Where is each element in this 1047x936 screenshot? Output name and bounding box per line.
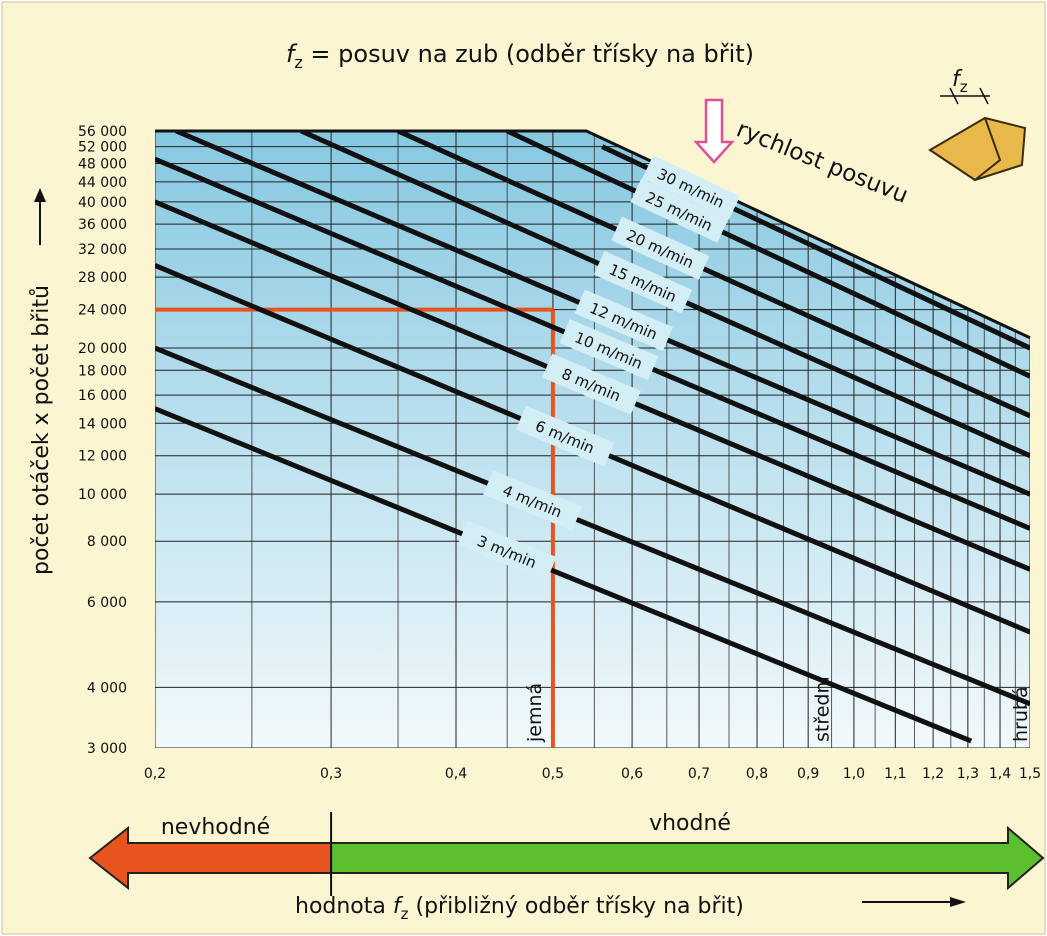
y-tick-label: 12 000 (78, 449, 127, 465)
label-background (593, 250, 693, 314)
y-tick-label: 3 000 (87, 741, 127, 757)
label-background (542, 353, 641, 415)
label-background (574, 289, 674, 352)
y-tick-label: 24 000 (78, 303, 127, 319)
label-background (457, 520, 557, 582)
arrow-good (330, 825, 1045, 891)
x-tick-label: 0,7 (688, 766, 710, 782)
x-tick-label: 0,9 (797, 766, 819, 782)
label-background (611, 216, 710, 280)
x-axis-arrow (862, 897, 966, 907)
x-tick-label: 1,3 (957, 766, 979, 782)
label-background (559, 319, 659, 381)
y-tick-label: 16 000 (78, 388, 127, 404)
label-background (483, 470, 582, 531)
x-tick-label: 0,8 (746, 766, 768, 782)
top-edge (155, 129, 1031, 340)
y-tick-label: 32 000 (78, 242, 127, 258)
y-tick-label: 52 000 (78, 140, 127, 156)
y-tick-label: 44 000 (78, 175, 127, 191)
label-background (642, 155, 741, 220)
y-tick-label: 20 000 (78, 341, 127, 357)
bad-label: nevhodné (161, 815, 270, 840)
y-tick-label: 36 000 (78, 217, 127, 233)
label-background (515, 405, 615, 467)
y-tick-label: 8 000 (87, 534, 127, 550)
zone-label: hrubá (1010, 686, 1032, 742)
y-tick-label: 10 000 (78, 487, 127, 503)
x-tick-label: 1,1 (884, 766, 906, 782)
y-tick-label: 56 000 (78, 124, 127, 140)
x-tick-label: 1,0 (843, 766, 865, 782)
series-line (155, 406, 973, 744)
y-axis-arrow (34, 188, 46, 245)
y-tick-label: 28 000 (78, 270, 127, 286)
chart-title: fz = posuv na zub (odběr třísky na břit) (286, 40, 754, 72)
x-tick-label: 1,4 (989, 766, 1011, 782)
x-tick-label: 0,5 (542, 766, 564, 782)
plot: 0,2 0,3 0,4 0,5 0,6 0,7 0,8 0,9 1,0 1,1 1,2 1,3 1,4 1… (78, 124, 1041, 782)
series-line (506, 131, 1030, 379)
y-tick-label: 40 000 (78, 195, 127, 211)
grid (155, 131, 1030, 748)
y-tick-label: 4 000 (87, 680, 127, 696)
y-tick-label: 14 000 (78, 416, 127, 432)
x-axis-label: hodnota fz (přibližný odběr třísky na bř… (295, 894, 744, 923)
series-line (155, 345, 1030, 707)
zone-label: střední (811, 675, 833, 742)
feed-arrow (693, 98, 735, 164)
zone-label: jemná (524, 683, 546, 743)
good-label: vhodné (649, 811, 731, 836)
x-tick-label: 1,2 (922, 766, 944, 782)
y-tick-label: 18 000 (78, 363, 127, 379)
x-tick-label: 1,5 (1019, 766, 1041, 782)
y-axis-label: počet otáček x počet břitů (29, 285, 54, 575)
tooth-icon (928, 87, 1027, 182)
icon-label: fz (952, 67, 968, 96)
x-tick-label: 0,2 (144, 766, 166, 782)
label-background (630, 178, 729, 243)
x-tick-label: 0,3 (320, 766, 342, 782)
y-tick-label: 6 000 (87, 595, 127, 611)
series-line (396, 131, 1030, 419)
y-tick-label: 48 000 (78, 156, 127, 172)
x-tick-label: 0,6 (621, 766, 643, 782)
x-tick-label: 0,4 (445, 766, 467, 782)
